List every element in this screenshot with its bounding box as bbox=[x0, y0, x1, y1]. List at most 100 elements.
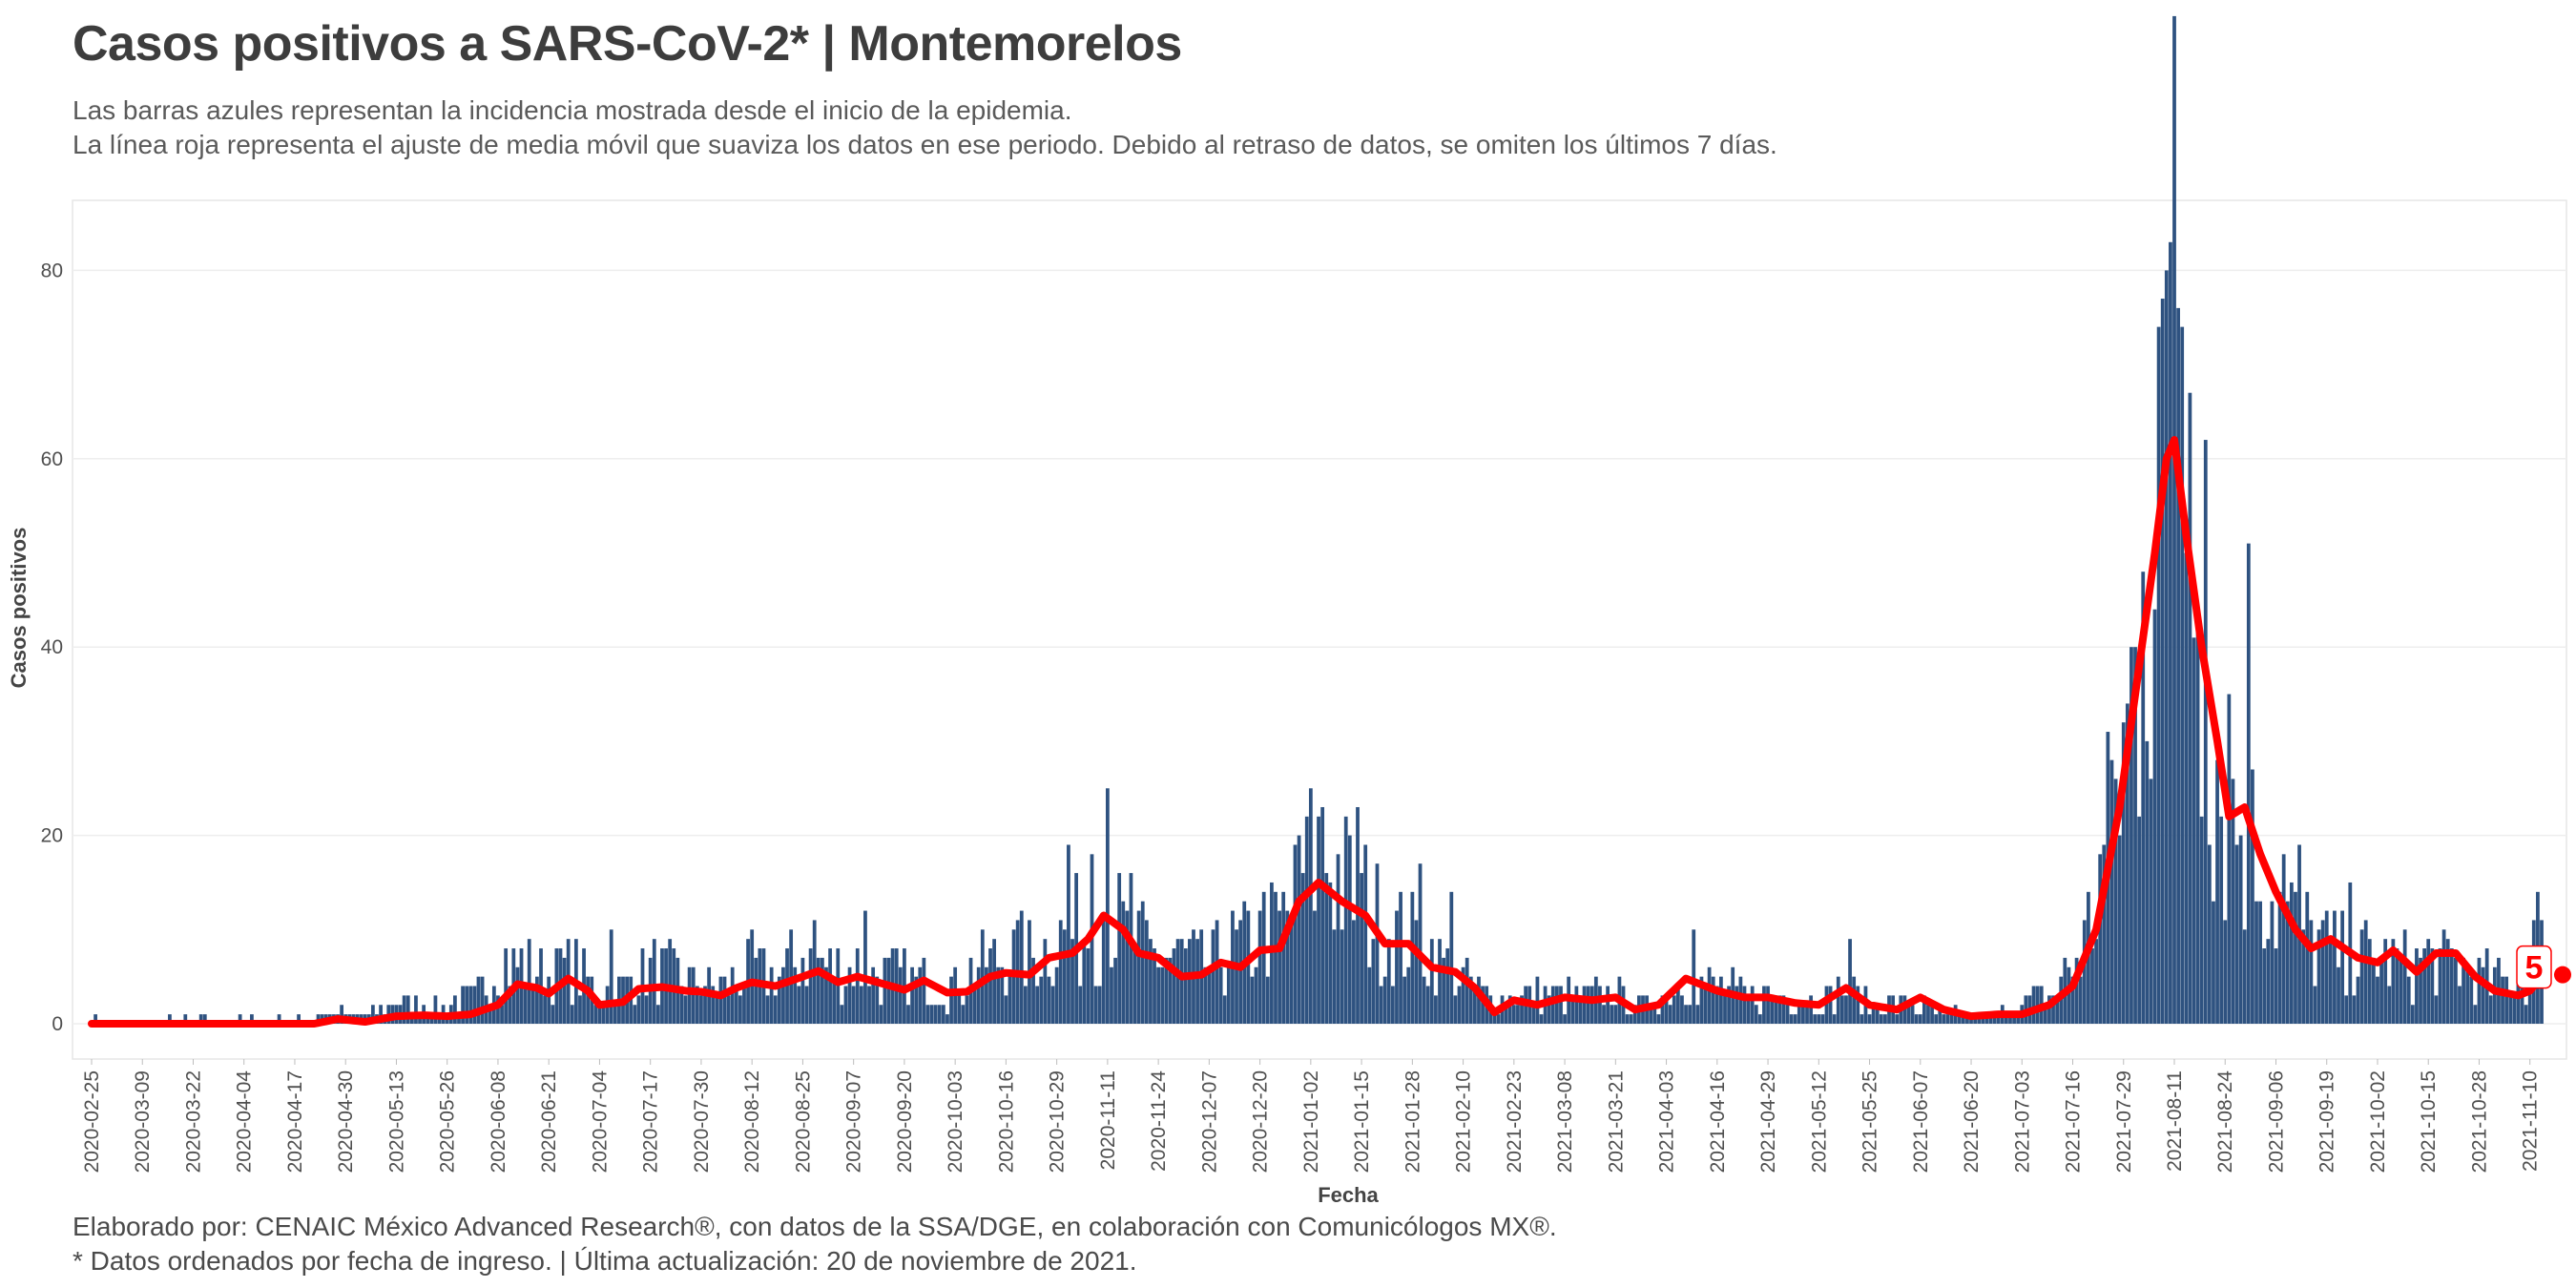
x-tick-label: 2020-08-12 bbox=[741, 1070, 763, 1173]
bar bbox=[1844, 995, 1848, 1024]
bar bbox=[1304, 816, 1309, 1024]
bar bbox=[1856, 986, 1860, 1024]
bar bbox=[797, 986, 801, 1024]
x-tick-label: 2021-06-07 bbox=[1910, 1070, 1932, 1173]
bar bbox=[1195, 939, 1199, 1024]
bar bbox=[2169, 241, 2172, 1025]
bar bbox=[1684, 1005, 1688, 1024]
bar bbox=[1153, 948, 1156, 1024]
bar bbox=[1836, 976, 1840, 1024]
bar bbox=[2441, 929, 2446, 1024]
x-tick-label: 2021-02-10 bbox=[1453, 1070, 1475, 1173]
bar bbox=[2031, 986, 2036, 1024]
end-point bbox=[2554, 966, 2571, 984]
x-tick-label: 2021-08-11 bbox=[2164, 1070, 2186, 1172]
bar bbox=[1570, 995, 1575, 1024]
bar bbox=[183, 1014, 188, 1024]
bar bbox=[859, 986, 863, 1024]
bar bbox=[1675, 986, 1680, 1024]
bar bbox=[1188, 939, 1192, 1024]
bar bbox=[1125, 910, 1130, 1024]
bar bbox=[277, 1014, 281, 1024]
bar bbox=[1688, 1005, 1693, 1024]
bar bbox=[1629, 1014, 1633, 1024]
bar bbox=[1555, 986, 1559, 1024]
bar bbox=[250, 1014, 254, 1024]
bar bbox=[828, 948, 832, 1024]
bar bbox=[1589, 986, 1594, 1024]
bar bbox=[1047, 976, 1051, 1024]
bar bbox=[2094, 939, 2098, 1024]
bar bbox=[1602, 1005, 1606, 1024]
bar bbox=[945, 1014, 949, 1024]
bar bbox=[2141, 571, 2146, 1024]
bar bbox=[2188, 392, 2192, 1025]
x-tick-label: 2021-04-03 bbox=[1656, 1070, 1678, 1173]
bar bbox=[168, 1014, 172, 1024]
bar bbox=[800, 957, 805, 1024]
bar bbox=[996, 966, 1001, 1024]
bar bbox=[1996, 1014, 2001, 1024]
bar bbox=[2078, 976, 2083, 1024]
bar bbox=[668, 939, 673, 1024]
bar bbox=[1211, 929, 1215, 1024]
bar bbox=[1613, 1005, 1618, 1024]
bar bbox=[2324, 910, 2329, 1024]
bar bbox=[1390, 986, 1395, 1024]
x-tick-label: 2020-07-17 bbox=[640, 1070, 662, 1173]
bar bbox=[933, 1005, 938, 1024]
bar bbox=[480, 976, 485, 1024]
plot-border bbox=[72, 199, 2567, 1060]
bar bbox=[1680, 995, 1684, 1024]
bar bbox=[793, 966, 798, 1024]
bar bbox=[1531, 1005, 1536, 1024]
x-tick-label: 2020-05-13 bbox=[385, 1070, 407, 1173]
x-tick-label: 2021-07-29 bbox=[2113, 1070, 2135, 1173]
bar bbox=[1507, 995, 1512, 1024]
bar bbox=[1723, 995, 1727, 1024]
bar bbox=[93, 1014, 97, 1024]
bar bbox=[609, 929, 613, 1024]
bar bbox=[750, 929, 755, 1024]
bar bbox=[1438, 939, 1442, 1024]
bar bbox=[1750, 986, 1755, 1024]
bar bbox=[1961, 1014, 1965, 1024]
x-tick-label: 2020-11-11 bbox=[1097, 1070, 1119, 1170]
bar bbox=[1625, 1014, 1630, 1024]
bar bbox=[855, 948, 860, 1024]
bar bbox=[976, 966, 981, 1024]
bar bbox=[1371, 939, 1376, 1024]
bar bbox=[535, 976, 539, 1024]
bar bbox=[2415, 948, 2419, 1024]
bar bbox=[551, 1005, 555, 1024]
bar bbox=[578, 995, 582, 1024]
bar bbox=[1774, 995, 1778, 1024]
bar bbox=[2430, 948, 2435, 1024]
bar bbox=[543, 995, 547, 1024]
bar bbox=[1649, 1005, 1653, 1024]
bar bbox=[2383, 939, 2388, 1024]
bar bbox=[965, 995, 969, 1024]
bar bbox=[633, 1005, 637, 1024]
bar bbox=[644, 995, 649, 1024]
bar bbox=[2281, 854, 2286, 1024]
bar bbox=[1606, 986, 1610, 1024]
bar bbox=[2246, 543, 2251, 1024]
bar bbox=[1054, 966, 1059, 1024]
bar bbox=[2379, 957, 2383, 1024]
bar bbox=[1000, 966, 1005, 1024]
x-tick-label: 2021-05-25 bbox=[1859, 1070, 1881, 1173]
bar bbox=[898, 966, 903, 1024]
bar bbox=[1770, 995, 1775, 1024]
bar bbox=[2109, 759, 2114, 1024]
bar bbox=[1445, 948, 1450, 1024]
bar bbox=[1852, 976, 1857, 1024]
bar bbox=[597, 1005, 602, 1024]
bar bbox=[1660, 995, 1665, 1024]
bar bbox=[1762, 986, 1766, 1024]
bar bbox=[1293, 844, 1298, 1024]
x-tick-label: 2020-05-26 bbox=[437, 1070, 459, 1173]
bar bbox=[1988, 1014, 1993, 1024]
bar bbox=[2473, 1005, 2478, 1024]
bar bbox=[2337, 966, 2340, 1024]
